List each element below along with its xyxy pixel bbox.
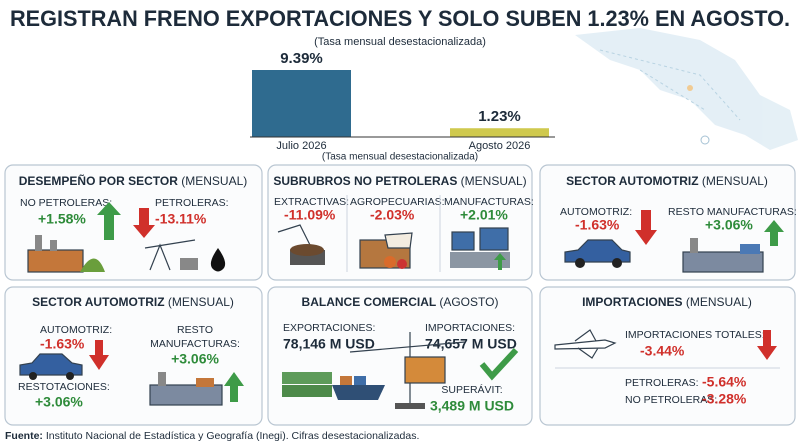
panel bbox=[267, 164, 533, 281]
panel-title: SECTOR AUTOMOTRIZ (MENSUAL) bbox=[32, 295, 234, 309]
chart-subtitle: (Tasa mensual desestacionalizada) bbox=[314, 36, 486, 48]
value-label: 9.39% bbox=[280, 50, 323, 67]
plane-icon bbox=[554, 329, 617, 359]
value: 78,146 M USD bbox=[283, 336, 375, 352]
down-arrow bbox=[89, 340, 109, 370]
label: MANUFACTURAS: bbox=[444, 196, 534, 208]
label: RESTO MANUFACTURAS: bbox=[668, 206, 797, 218]
label: AUTOMOTRIZ: bbox=[40, 324, 112, 336]
drop-icon bbox=[210, 248, 226, 272]
value: -2.03% bbox=[370, 207, 415, 223]
panel bbox=[539, 286, 796, 426]
value: +1.58% bbox=[38, 211, 86, 227]
panel-title: SUBRUBROS NO PETROLERAS (MENSUAL) bbox=[273, 174, 526, 188]
value: +2.01% bbox=[460, 207, 508, 223]
label: PETROLERAS: bbox=[625, 377, 699, 389]
label: NO PETROLERAS: bbox=[20, 197, 112, 209]
value: +3.06% bbox=[171, 351, 219, 367]
category-label: Julio 2026 bbox=[276, 140, 326, 152]
factory-icon bbox=[149, 372, 223, 406]
bar bbox=[450, 128, 549, 137]
label: SUPERÁVIT: bbox=[441, 383, 502, 396]
factory-icon bbox=[27, 235, 105, 273]
car-icon bbox=[564, 239, 631, 268]
label: EXPORTACIONES: bbox=[283, 322, 375, 334]
car-icon bbox=[19, 353, 83, 380]
value: -13.11% bbox=[155, 211, 207, 227]
bar-chart: 9.39% Julio 2026 1.23% Agosto 2026 bbox=[252, 50, 549, 152]
label: RESTO bbox=[177, 324, 213, 336]
factory-icon bbox=[682, 238, 764, 273]
category-label: Agosto 2026 bbox=[469, 140, 531, 152]
value: +3.06% bbox=[705, 217, 753, 233]
value: -1.63% bbox=[575, 217, 620, 233]
down-arrow bbox=[133, 208, 155, 238]
oil-pump-icon bbox=[144, 239, 198, 271]
up-arrow bbox=[97, 202, 121, 240]
footer: Fuente: Instituto Nacional de Estadístic… bbox=[5, 430, 419, 442]
label: AUTOMOTRIZ: bbox=[560, 206, 632, 218]
down-arrow bbox=[757, 330, 777, 360]
title: REGISTRAN FRENO EXPORTACIONES Y SOLO SUB… bbox=[10, 6, 790, 31]
label: MANUFACTURAS: bbox=[150, 338, 240, 350]
check-icon bbox=[479, 347, 519, 381]
ship-icon bbox=[332, 376, 385, 400]
label: PETROLERAS: bbox=[155, 197, 229, 209]
chart-note: (Tasa mensual desestacionalizada) bbox=[322, 152, 478, 163]
mining-icon bbox=[277, 224, 325, 265]
value: -3.28% bbox=[702, 391, 747, 407]
container-icon bbox=[404, 356, 446, 384]
value: -5.64% bbox=[702, 374, 747, 390]
agro-icon bbox=[359, 232, 413, 269]
bar bbox=[252, 70, 351, 137]
label: AGROPECUARIAS: bbox=[350, 196, 445, 208]
value: -1.63% bbox=[40, 336, 85, 352]
label: IMPORTACIONES: bbox=[425, 322, 515, 334]
value-label: 1.23% bbox=[478, 108, 521, 125]
value: 74,657 M USD bbox=[425, 336, 517, 352]
panel-title: DESEMPEÑO POR SECTOR (MENSUAL) bbox=[19, 173, 248, 188]
label: RESTOTACIONES: bbox=[18, 381, 110, 393]
panel-title: SECTOR AUTOMOTRIZ (MENSUAL) bbox=[566, 174, 768, 188]
value: -3.44% bbox=[640, 343, 685, 359]
label: IMPORTACIONES TOTALES: bbox=[625, 329, 765, 341]
value: +3.06% bbox=[35, 394, 83, 410]
map bbox=[575, 28, 798, 150]
down-arrow bbox=[635, 210, 657, 245]
up-arrow bbox=[764, 220, 784, 246]
label: EXTRACTIVAS: bbox=[274, 196, 349, 208]
panel-title: BALANCE COMERCIAL (AGOSTO) bbox=[302, 295, 499, 309]
money-icon bbox=[282, 372, 332, 397]
label: NO PETROLERAS: bbox=[625, 394, 717, 406]
value: 3,489 M USD bbox=[430, 398, 514, 414]
value: -11.09% bbox=[284, 207, 336, 223]
panel bbox=[267, 286, 533, 426]
manufacturing-icon bbox=[450, 227, 510, 270]
panel-title: IMPORTACIONES (MENSUAL) bbox=[582, 295, 752, 309]
up-arrow bbox=[224, 372, 244, 402]
